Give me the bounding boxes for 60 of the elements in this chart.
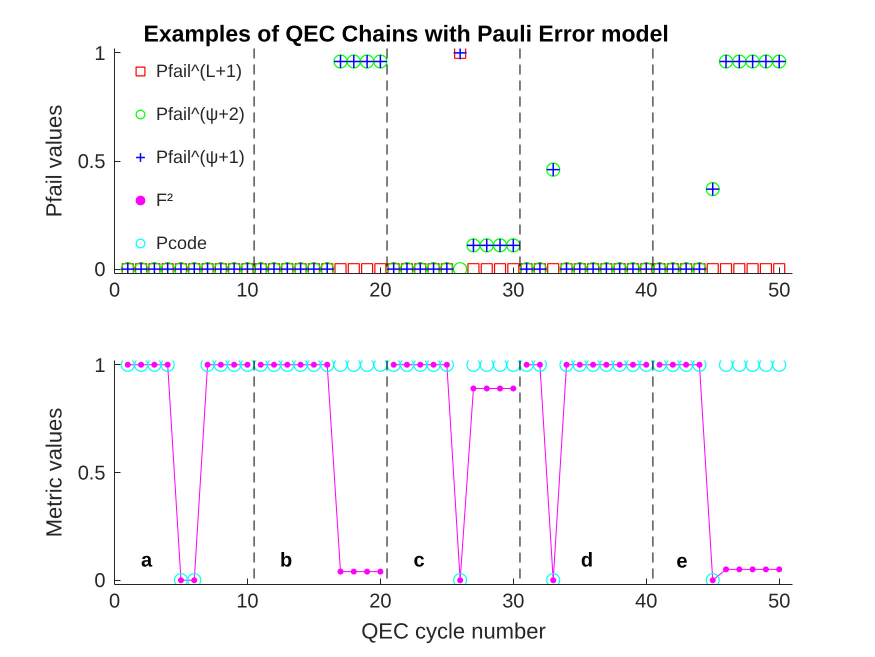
point [348,263,360,274]
point [706,263,719,274]
point [760,263,772,274]
x-axis-title: QEC cycle number [361,618,546,644]
point [350,568,357,575]
point [736,566,742,572]
x-tick-label: 40 [635,590,658,612]
legend-label: F² [156,189,174,211]
point [364,568,370,575]
x-tick-label: 0 [108,280,120,302]
x-tick-label: 50 [768,590,790,612]
point [746,263,759,274]
point [467,263,480,274]
legend-label: Pfail^(ψ+1) [156,146,245,168]
annotation: e [676,550,688,572]
y-tick-label: 1 [94,354,106,377]
point [507,263,520,274]
point [720,263,732,274]
chart-title: Examples of QEC Chains with Pauli Error model [144,20,669,46]
point [733,263,746,274]
x-tick-label: 10 [236,590,259,612]
y-axis-title: Pfail values [42,104,67,218]
x-tick-label: 20 [369,590,392,612]
legend-label: Pcode [156,232,208,254]
x-tick-label: 30 [502,280,524,302]
point [547,263,560,274]
point [484,386,490,392]
x-tick-label: 30 [502,590,524,612]
point [494,263,506,274]
point [470,386,476,392]
x-tick-label: 40 [635,280,658,302]
annotation: c [413,550,425,572]
legend-label: Pfail^(ψ+2) [156,103,245,125]
y-tick-label: 0 [94,570,106,592]
point [723,566,730,572]
legend-label: Pfail^(L+1) [156,60,242,82]
x-tick-label: 50 [768,280,790,302]
point [773,263,786,274]
point [377,568,384,575]
annotation: d [580,550,594,572]
point [360,263,374,274]
y-axis-title: Metric values [42,408,67,538]
point [510,386,516,392]
point [480,263,493,274]
x-tick-label: 20 [369,280,392,302]
annotation: a [140,550,153,572]
annotation: b [280,550,292,572]
point [374,263,386,274]
x-tick-label: 10 [236,280,259,302]
point [338,568,344,575]
point [762,566,769,572]
y-tick-label: 1 [94,42,106,65]
point [776,566,782,572]
point [497,386,504,392]
point [750,566,756,572]
x-tick-label: 0 [108,590,120,612]
y-tick-label: 0.5 [78,151,106,173]
y-tick-label: 0.5 [78,462,106,484]
point [334,263,347,274]
y-tick-label: 0 [94,259,106,282]
